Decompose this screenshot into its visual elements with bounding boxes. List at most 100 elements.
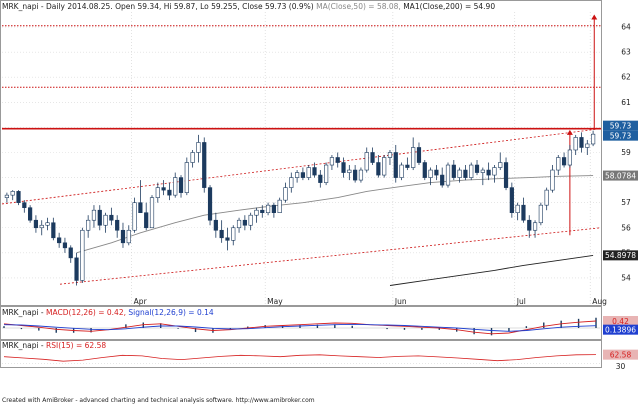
ma200-tag: 54.8978 [605, 251, 636, 260]
candle-body [126, 229, 131, 244]
candles [4, 130, 596, 286]
x-tick-label: Jun [394, 297, 407, 306]
candle-body [353, 169, 358, 181]
candle-body [347, 169, 352, 173]
y-tick-label: 56 [621, 223, 631, 232]
candle-body [289, 177, 294, 188]
candle-body [527, 219, 532, 231]
ma200-line [389, 254, 594, 286]
candle-body [231, 227, 236, 241]
candle-body [532, 222, 538, 231]
candle-body [190, 152, 195, 163]
candle-body [422, 162, 427, 178]
signal-line [3, 323, 597, 332]
y-tick-label: 61 [621, 98, 631, 107]
candle-body [585, 143, 590, 148]
candle-body [399, 164, 404, 178]
candle-body [469, 164, 474, 178]
candle-body [155, 187, 160, 198]
channel-lower-line [59, 227, 602, 285]
candle-body [416, 147, 422, 163]
candle-body [184, 162, 189, 193]
candle-body [33, 219, 39, 229]
candle-body [91, 209, 97, 221]
candle-body [57, 237, 62, 244]
price-panel [0, 0, 602, 306]
candle-body [550, 169, 555, 191]
candle-body [4, 194, 10, 198]
candle-body [573, 137, 578, 151]
candle-body [364, 152, 369, 171]
rsi-line [3, 354, 597, 362]
x-tick-label: Jul [516, 297, 526, 306]
candle-body [277, 199, 282, 214]
candle-body [236, 219, 242, 229]
candle-body [260, 209, 265, 214]
candle-body [561, 157, 567, 166]
candle-body [440, 174, 445, 186]
rsi-header: MRK_napi - RSI(15) = 62.58 [2, 341, 106, 350]
candle-body [492, 167, 497, 176]
x-tick-label: May [267, 297, 283, 306]
candle-body [242, 219, 247, 226]
candle-body [173, 177, 178, 196]
candle-body [370, 152, 375, 163]
candle-body [202, 142, 207, 188]
price-header: MRK_napi - Daily 2014.08.25. Open 59.34,… [2, 2, 495, 11]
grid-lines [2, 12, 601, 304]
candle-body [312, 167, 317, 176]
candle-body [498, 162, 503, 168]
candle-body [225, 237, 230, 241]
candle-body [358, 169, 364, 181]
candle-body [544, 189, 549, 206]
candle-body [115, 219, 120, 231]
candle-body [51, 222, 56, 239]
x-axis: Apr May Jun Jul Aug [134, 297, 607, 306]
candle-body [387, 152, 393, 158]
candle-body [120, 229, 126, 244]
rsi-panel [0, 340, 602, 368]
candle-body [178, 177, 184, 193]
ma50-tag-box [603, 170, 638, 181]
candle-body [463, 169, 468, 178]
candle-body [556, 157, 561, 171]
candle-body [393, 152, 398, 178]
candle-body [265, 204, 271, 214]
candle-body [567, 149, 572, 166]
candle-body [16, 191, 21, 203]
candle-body [254, 209, 259, 216]
candle-body [207, 187, 213, 221]
candle-body [480, 169, 485, 173]
candle-body [411, 147, 416, 168]
candle-body [294, 172, 300, 178]
last-price-tag-1-box [603, 120, 638, 131]
indicator-lines [2, 317, 600, 364]
candle-body [521, 204, 526, 221]
candle-body [341, 162, 346, 173]
signal-tag: 0.13896 [605, 325, 636, 334]
signal-tag-box [603, 324, 638, 335]
candle-body [457, 169, 462, 178]
rsi-30-label: 30 [616, 362, 626, 371]
candle-body [103, 214, 108, 226]
last-price-tag-1: 59.73 [610, 121, 632, 130]
macd-panel [0, 306, 602, 340]
last-price-tag-2-box [603, 130, 638, 141]
candle-body [306, 167, 311, 178]
candle-body [248, 214, 253, 226]
macd-header: MRK_napi - MACD(12,26) = 0.42, Signal(12… [2, 308, 214, 317]
footer-credit: Created with AmiBroker - advanced charti… [2, 397, 315, 404]
candle-body [509, 187, 514, 214]
ma200-tag-box [603, 250, 638, 261]
candle-body [149, 197, 155, 229]
candle-body [318, 174, 323, 183]
candle-body [97, 209, 102, 226]
up-arrow-long-head [591, 14, 598, 20]
candle-body [86, 219, 91, 231]
y-axis: 5455565758596061626364 [621, 23, 631, 283]
candle-body [22, 202, 27, 208]
candle-body [445, 164, 451, 186]
candle-body [80, 229, 85, 281]
candle-body [271, 204, 276, 214]
